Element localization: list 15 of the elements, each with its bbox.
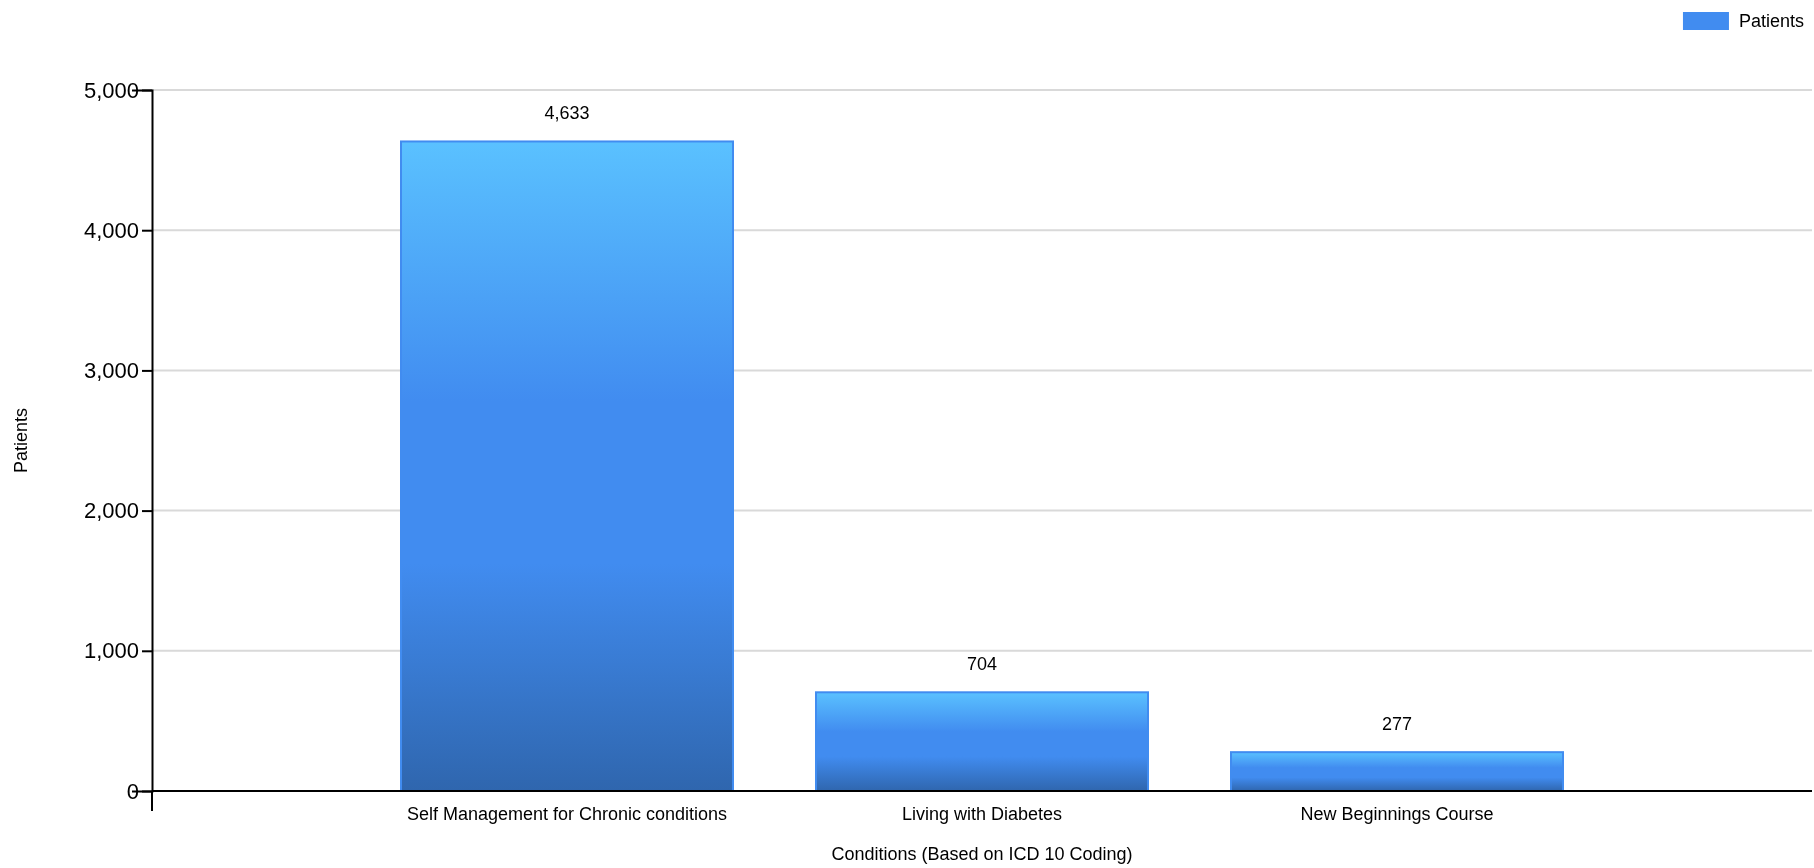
x-axis-title: Conditions (Based on ICD 10 Coding) — [831, 844, 1133, 864]
y-tick-label: 0 — [126, 778, 139, 804]
x-tick-label: New Beginnings Course — [1300, 803, 1494, 824]
text: 277 — [1381, 714, 1413, 735]
legend-label: Patients — [1738, 11, 1804, 31]
text: 704 — [966, 654, 998, 675]
y-tick-label: 2,000 — [83, 498, 139, 524]
y-tick-label: 4,000 — [83, 217, 139, 243]
y-axis-title: Patients — [11, 407, 31, 474]
x-tick-label: Self Management for Chronic conditions — [406, 803, 728, 824]
y-tick-label: 5,000 — [83, 77, 139, 103]
text: 4,633 — [544, 103, 590, 124]
y-tick-label: 3,000 — [83, 357, 139, 383]
x-tick-label: Living with Diabetes — [901, 803, 1063, 824]
y-tick-label: 1,000 — [83, 638, 139, 664]
